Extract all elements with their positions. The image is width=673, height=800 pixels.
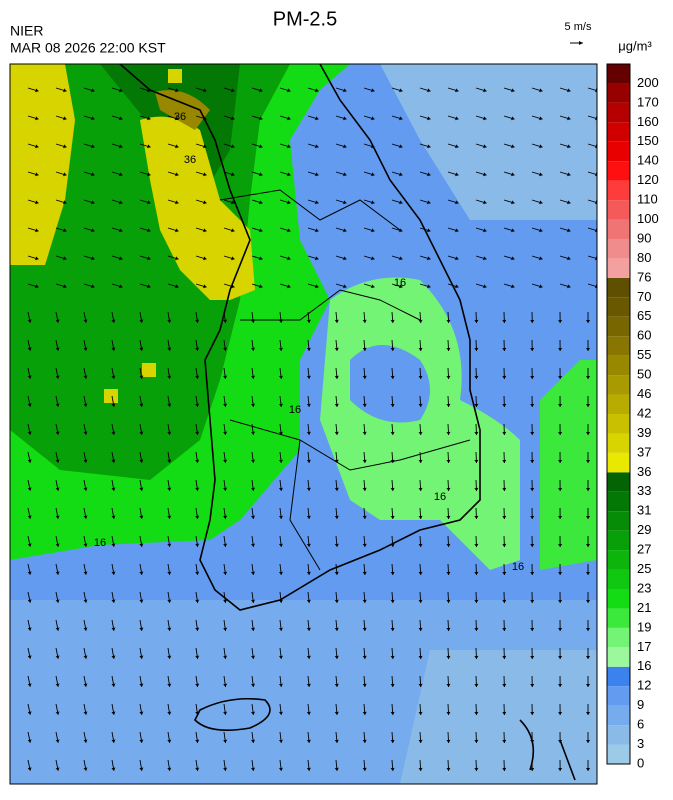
contour-label: 36: [184, 154, 196, 166]
colorbar-swatch: [607, 103, 630, 122]
map: 36 36 16 16 16 16 16: [10, 64, 599, 784]
colorbar-swatch: [607, 667, 630, 686]
colorbar-label: 17: [637, 639, 651, 654]
colorbar-swatch: [607, 492, 630, 511]
colorbar-swatch: [607, 550, 630, 569]
colorbar-label: 55: [637, 347, 651, 362]
colorbar-swatch: [607, 64, 630, 83]
colorbar-swatch: [607, 628, 630, 647]
colorbar-swatch: [607, 686, 630, 705]
colorbar-swatch: [607, 200, 630, 219]
colorbar-label: 90: [637, 230, 651, 245]
colorbar: 0369121617192123252729313336373942465055…: [607, 64, 659, 770]
colorbar-swatch: [607, 375, 630, 394]
colorbar-label: 50: [637, 367, 651, 382]
colorbar-swatch: [607, 511, 630, 530]
colorbar-swatch: [607, 647, 630, 666]
colorbar-swatch: [607, 472, 630, 491]
colorbar-swatch: [607, 395, 630, 414]
colorbar-label: 65: [637, 308, 651, 323]
colorbar-label: 31: [637, 503, 651, 518]
colorbar-label: 39: [637, 425, 651, 440]
yellow-cell: [168, 69, 182, 83]
contour-label: 16: [289, 404, 301, 416]
colorbar-swatch: [607, 142, 630, 161]
colorbar-swatch: [607, 220, 630, 239]
title: PM-2.5: [273, 8, 337, 30]
colorbar-label: 140: [637, 153, 659, 168]
contour-label: 16: [94, 537, 106, 549]
colorbar-swatch: [607, 181, 630, 200]
colorbar-swatch: [607, 589, 630, 608]
colorbar-label: 6: [637, 717, 644, 732]
colorbar-label: 160: [637, 114, 659, 129]
yellow-cell: [104, 389, 118, 403]
contour-label: 16: [434, 491, 446, 503]
low-zone: [400, 650, 597, 784]
contour-label: 16: [394, 277, 406, 289]
colorbar-label: 42: [637, 405, 651, 420]
colorbar-swatch: [607, 570, 630, 589]
colorbar-swatch: [607, 356, 630, 375]
colorbar-label: 150: [637, 133, 659, 148]
colorbar-label: 46: [637, 386, 651, 401]
colorbar-swatch: [607, 414, 630, 433]
colorbar-swatch: [607, 706, 630, 725]
colorbar-swatch: [607, 239, 630, 258]
colorbar-swatch: [607, 608, 630, 627]
agency: NIER: [10, 23, 43, 39]
colorbar-label: 19: [637, 619, 651, 634]
colorbar-swatch: [607, 297, 630, 316]
colorbar-label: 27: [637, 542, 651, 557]
wind-scale-head: [579, 41, 583, 45]
colorbar-label: 36: [637, 464, 651, 479]
colorbar-label: 76: [637, 269, 651, 284]
colorbar-swatch: [607, 258, 630, 277]
colorbar-label: 29: [637, 522, 651, 537]
colorbar-swatch: [607, 83, 630, 102]
colorbar-swatch: [607, 725, 630, 744]
colorbar-label: 110: [637, 192, 658, 207]
colorbar-label: 170: [637, 94, 659, 109]
colorbar-label: 80: [637, 250, 651, 265]
colorbar-swatch: [607, 531, 630, 550]
colorbar-label: 60: [637, 328, 651, 343]
colorbar-swatch: [607, 161, 630, 180]
colorbar-swatch: [607, 317, 630, 336]
colorbar-label: 16: [637, 658, 651, 673]
colorbar-swatch: [607, 278, 630, 297]
colorbar-label: 33: [637, 483, 651, 498]
colorbar-label: 25: [637, 561, 651, 576]
colorbar-label: 0: [637, 755, 644, 770]
colorbar-label: 70: [637, 289, 651, 304]
colorbar-label: 9: [637, 697, 644, 712]
colorbar-label: 100: [637, 211, 659, 226]
colorbar-label: 3: [637, 736, 644, 751]
colorbar-label: 200: [637, 75, 659, 90]
colorbar-label: 21: [637, 600, 651, 615]
colorbar-swatch: [607, 336, 630, 355]
colorbar-swatch: [607, 122, 630, 141]
colorbar-label: 120: [637, 172, 659, 187]
colorbar-swatch: [607, 745, 630, 764]
colorbar-label: 23: [637, 580, 651, 595]
datetime: MAR 08 2026 22:00 KST: [10, 40, 166, 56]
colorbar-swatch: [607, 433, 630, 452]
unit: μg/m³: [618, 38, 652, 53]
wind-scale-label: 5 m/s: [565, 21, 592, 33]
contour-label: 16: [512, 561, 524, 573]
colorbar-label: 37: [637, 444, 651, 459]
colorbar-label: 12: [637, 678, 651, 693]
contour-label: 36: [174, 111, 186, 123]
yellow-cell: [142, 363, 156, 377]
colorbar-swatch: [607, 453, 630, 472]
